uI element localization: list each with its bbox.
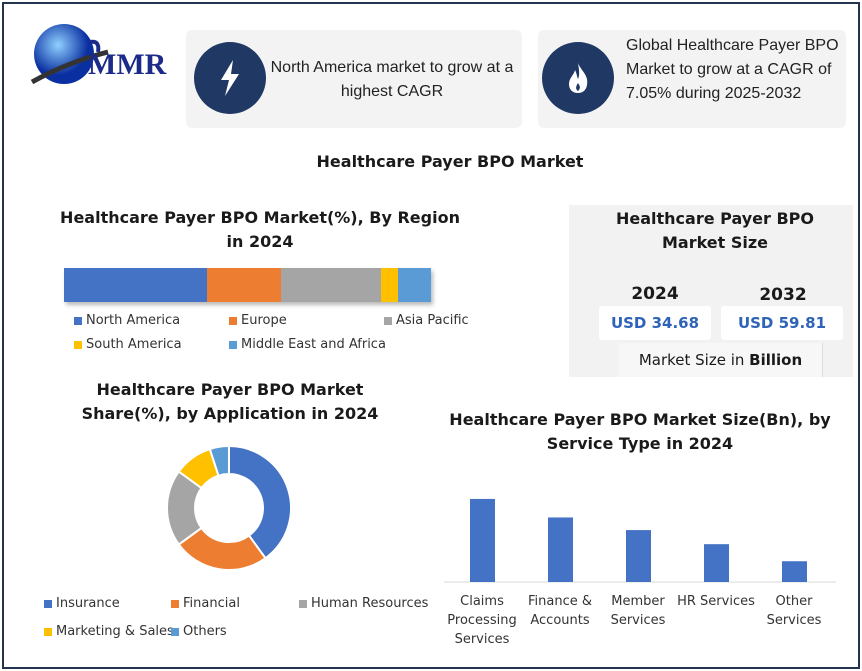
card-text: North America market to grow at a highes… [270, 59, 514, 100]
lightning-icon [194, 42, 266, 114]
year-2032: 2032 [759, 285, 807, 305]
region-stacked-bar [64, 268, 431, 302]
market-size-title: Healthcare Payer BPO Market Size [615, 209, 815, 252]
legend-swatch [299, 599, 307, 608]
legend-item: Middle East and Africa [229, 337, 386, 352]
value-2024: USD 34.68 [599, 306, 711, 340]
legend-item: Financial [171, 596, 240, 611]
flame-icon [542, 42, 614, 114]
globe-icon [30, 24, 109, 85]
service-bar-chart [444, 498, 836, 583]
unit-label: Market Size in Billion [619, 343, 823, 377]
legend-swatch [229, 316, 237, 325]
legend-label: South America [86, 337, 182, 352]
donut-slice [228, 444, 292, 560]
legend-item: Marketing & Sales [44, 624, 174, 639]
legend-swatch [384, 316, 392, 325]
legend-swatch [44, 599, 52, 608]
region-segment [64, 268, 208, 302]
service-chart-title: Healthcare Payer BPO Market Size(Bn), by… [449, 410, 831, 453]
x-tick-label: Finance & Accounts [527, 594, 592, 628]
legend-swatch [171, 599, 179, 608]
legend-label: Insurance [56, 596, 120, 611]
legend-item: North America [74, 313, 180, 328]
x-tick-label: Claims Processing Services [447, 594, 517, 647]
service-bar [782, 561, 807, 582]
service-bar [704, 544, 729, 582]
legend-swatch [74, 340, 82, 349]
application-chart-title: Healthcare Payer BPO Market Share(%), by… [81, 380, 379, 423]
legend-swatch [44, 627, 52, 636]
region-chart-title: Healthcare Payer BPO Market(%), By Regio… [60, 208, 460, 251]
unit-prefix: Market Size in [638, 351, 750, 369]
legend-label: Human Resources [311, 596, 429, 611]
legend-item: Europe [229, 313, 287, 328]
year-2024: 2024 [631, 284, 679, 304]
legend-label: North America [86, 313, 181, 328]
legend-label: Financial [183, 596, 240, 611]
legend-item: South America [74, 337, 182, 352]
legend-label: Marketing & Sales [56, 624, 174, 639]
x-tick-label: HR Services [677, 594, 755, 609]
legend-item: Insurance [44, 596, 120, 611]
legend-swatch [171, 627, 179, 636]
value-2032: USD 59.81 [721, 306, 843, 340]
legend-label: Others [183, 624, 227, 639]
region-segment [397, 268, 431, 302]
service-bar [548, 517, 573, 582]
legend-item: Human Resources [299, 596, 428, 611]
x-tick-label: Other Services [766, 594, 822, 628]
legend-swatch [229, 340, 237, 349]
card-text: Global Healthcare Payer BPO Market to gr… [626, 37, 839, 102]
legend-item: Others [171, 624, 227, 639]
service-bar [470, 498, 495, 582]
legend-label: Europe [241, 313, 287, 328]
legend-swatch [74, 316, 82, 325]
region-segment [207, 268, 281, 302]
x-tick-label: Member Services [610, 594, 666, 628]
page-title: Healthcare Payer BPO Market [316, 152, 584, 171]
application-donut-chart [166, 444, 292, 571]
region-segment [381, 268, 398, 302]
legend-label: Asia Pacific [396, 313, 469, 328]
donut-slice [208, 444, 230, 477]
legend-item: Asia Pacific [384, 313, 469, 328]
legend-label: Middle East and Africa [241, 337, 386, 352]
unit-value: Billion [749, 351, 803, 369]
service-bar [626, 530, 651, 582]
logo-text: MMR [88, 48, 167, 81]
logo: MMR [28, 22, 178, 92]
region-segment [280, 268, 382, 302]
